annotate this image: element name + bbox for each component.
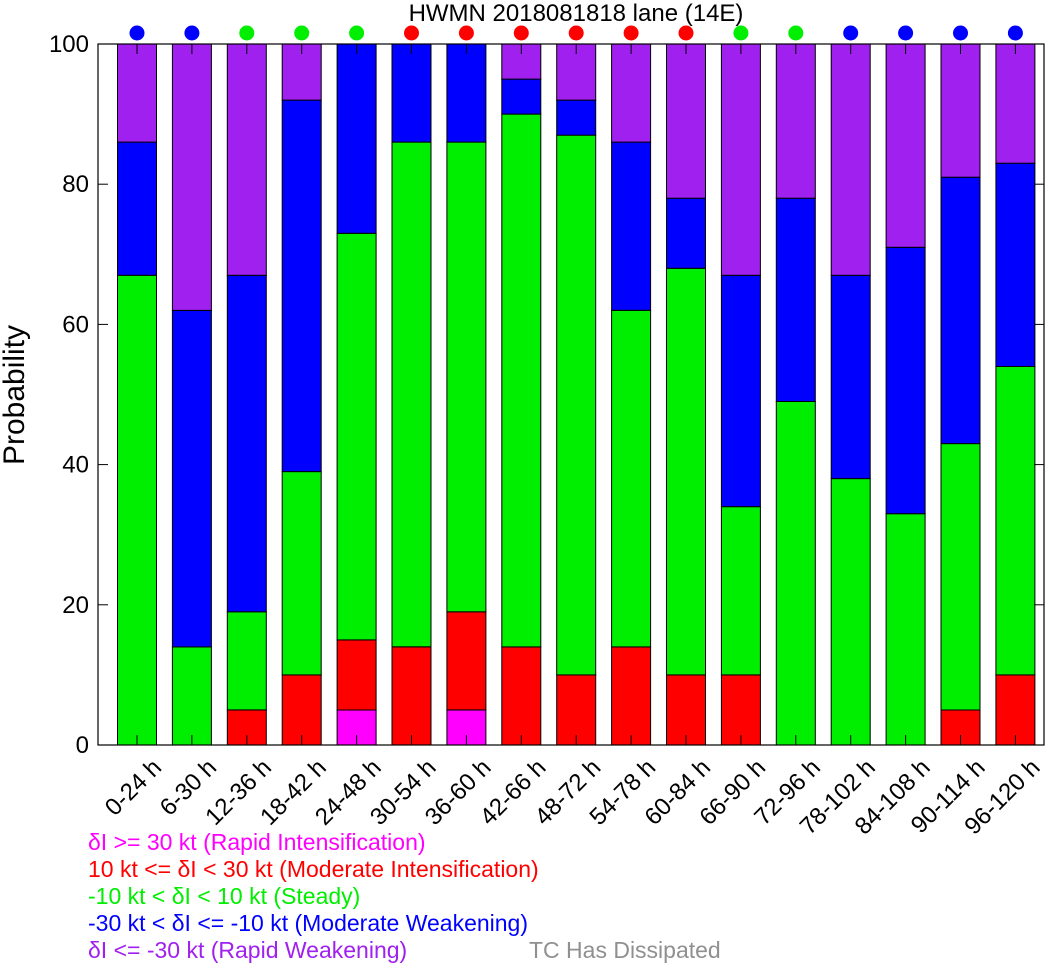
bar-segment	[281, 471, 322, 676]
bar-segment	[391, 43, 432, 143]
chart-title: HWMN 2018081818 lane (14E)	[409, 0, 744, 27]
bar-segment	[885, 43, 926, 248]
bar-segment	[611, 646, 652, 746]
y-tick-label: 40	[62, 452, 89, 479]
category-indicator-dot	[843, 25, 859, 41]
bar-segment	[830, 43, 871, 276]
bar-segment	[611, 309, 652, 648]
y-tick-label: 60	[62, 311, 89, 338]
category-indicator-dot	[788, 25, 804, 41]
bar-segment	[995, 674, 1036, 746]
category-indicator-dot	[129, 25, 145, 41]
bar-segment	[830, 478, 871, 746]
bar-segment	[830, 274, 871, 480]
bar-segment	[556, 99, 597, 136]
y-tick-label: 0	[76, 732, 89, 759]
bar-segment	[611, 141, 652, 311]
y-axis-label: Probability	[0, 325, 31, 465]
bar-segment	[226, 611, 267, 711]
category-indicator-dot	[184, 25, 200, 41]
bar-segment	[171, 646, 212, 746]
category-indicator-dot	[568, 25, 584, 41]
bar-segment	[446, 43, 487, 143]
category-indicator-dot	[239, 25, 255, 41]
legend-item-rapid-intensification: δI >= 30 kt (Rapid Intensification)	[88, 829, 426, 855]
category-indicator-dot	[458, 25, 474, 41]
bar-segment	[446, 141, 487, 613]
legend-item-rapid-weakening: δI <= -30 kt (Rapid Weakening)	[88, 937, 408, 963]
bar-segment	[995, 162, 1036, 367]
bar-segment	[995, 43, 1036, 164]
category-indicator-dot	[678, 25, 694, 41]
bar-segment	[666, 197, 706, 269]
bar-segment	[501, 646, 542, 746]
bar-segment	[117, 43, 157, 143]
bar-segment	[720, 674, 761, 746]
legend-item-moderate-weakening: -30 kt < δI <= -10 kt (Moderate Weakenin…	[88, 910, 529, 936]
category-indicator-layer	[129, 25, 1023, 41]
bar-segment	[226, 43, 267, 276]
bars-layer	[117, 43, 1036, 746]
bar-segment	[281, 99, 322, 473]
bar-segment	[611, 43, 652, 143]
x-tick-label: 0-24 h	[100, 754, 167, 821]
category-indicator-dot	[953, 25, 968, 41]
y-tick-label: 100	[49, 31, 89, 58]
category-indicator-dot	[349, 25, 365, 41]
bar-segment	[171, 43, 212, 311]
bar-segment	[391, 646, 432, 746]
category-indicator-dot	[294, 25, 310, 41]
bar-segment	[117, 141, 157, 276]
category-indicator-dot	[404, 25, 419, 41]
bar-segment	[336, 639, 377, 711]
bar-segment	[336, 232, 377, 641]
bar-segment	[226, 274, 267, 613]
y-tick-label: 20	[62, 592, 89, 619]
bar-segment	[995, 366, 1036, 676]
bar-segment	[391, 141, 432, 648]
bar-segment	[666, 267, 706, 676]
category-indicator-dot	[898, 25, 914, 41]
bar-segment	[720, 43, 761, 276]
legend-item-tc-dissipated: TC Has Dissipated	[529, 937, 721, 963]
bar-segment	[556, 674, 597, 746]
bar-segment	[720, 506, 761, 676]
bar-segment	[117, 274, 157, 746]
bar-segment	[501, 43, 542, 80]
bar-segment	[940, 43, 981, 178]
bar-segment	[885, 246, 926, 515]
bar-segment	[885, 513, 926, 746]
bar-segment	[501, 78, 542, 115]
bar-segment	[720, 274, 761, 508]
bar-segment	[336, 43, 377, 234]
bar-segment	[666, 43, 706, 199]
bar-segment	[940, 443, 981, 711]
category-indicator-dot	[733, 25, 749, 41]
plot-frame	[97, 43, 1045, 746]
y-tick-label: 80	[62, 171, 89, 198]
bar-segment	[940, 176, 981, 445]
legend-item-steady: -10 kt < δI < 10 kt (Steady)	[88, 883, 361, 909]
bar-segment	[775, 197, 816, 402]
bar-segment	[171, 309, 212, 648]
category-indicator-dot	[1007, 25, 1023, 41]
bar-segment	[775, 401, 816, 746]
category-indicator-dot	[623, 25, 639, 41]
bar-segment	[666, 674, 706, 746]
category-indicator-dot	[513, 25, 529, 41]
bar-segment	[446, 611, 487, 711]
legend-item-moderate-intensification: 10 kt <= δI < 30 kt (Moderate Intensific…	[88, 856, 539, 882]
bar-segment	[556, 134, 597, 676]
bar-segment	[501, 113, 542, 648]
bar-segment	[281, 674, 322, 746]
bar-segment	[775, 43, 816, 199]
